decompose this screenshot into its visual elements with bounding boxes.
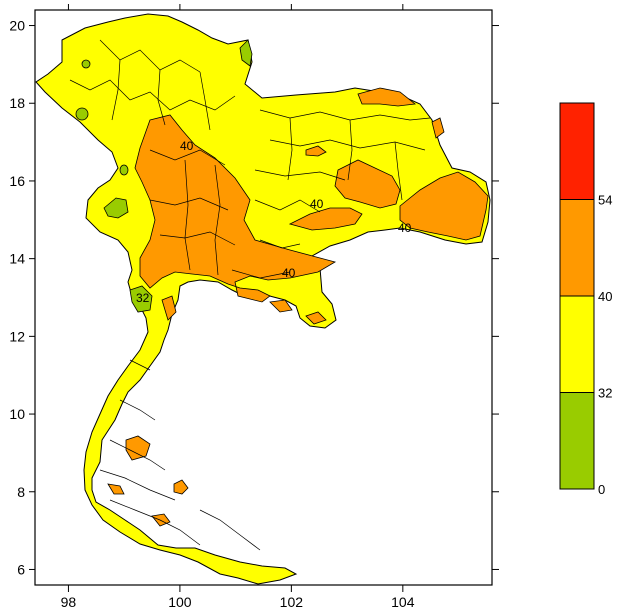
contour-label-3: 40	[398, 221, 412, 235]
cool-zone-southwest	[129, 285, 153, 313]
contour-label-1: 40	[180, 139, 194, 153]
hot-zone-south-2	[173, 479, 189, 495]
colorbar-label: 40	[598, 289, 612, 304]
hot-zone-north-east-top	[357, 87, 416, 107]
cool-zone-north-1	[81, 59, 91, 69]
cool-zone-north-tip	[239, 39, 253, 67]
cool-zone-west-2	[103, 197, 129, 219]
contour-label-5: 32	[136, 291, 150, 305]
x-tick-label: 100	[168, 594, 192, 610]
y-tick-label: 20	[9, 18, 25, 34]
cool-zone-northwest	[75, 107, 89, 121]
hot-zone-south-3	[107, 483, 125, 495]
colorbar-label: 32	[598, 386, 612, 401]
y-tick-label: 18	[9, 95, 25, 111]
colorbar-segment	[559, 102, 595, 200]
y-tick-label: 6	[17, 561, 25, 577]
x-tick-label: 102	[280, 594, 304, 610]
cool-zone-west-1	[119, 164, 129, 176]
x-tick-label: 104	[391, 594, 415, 610]
hot-zone-east	[399, 171, 489, 241]
colorbar-segment	[559, 392, 595, 490]
hot-zone-east-small	[431, 117, 445, 139]
y-tick-label: 16	[9, 173, 25, 189]
hot-zone-south-1	[125, 435, 151, 461]
province-boundaries	[69, 39, 431, 551]
cool-zones	[75, 39, 253, 313]
x-axis: 98 100 102 104	[61, 4, 415, 610]
contour-label-2: 40	[310, 197, 324, 211]
x-tick-label: 98	[61, 594, 77, 610]
y-tick-label: 10	[9, 406, 25, 422]
hot-zone-northeast-2	[288, 207, 363, 231]
hot-zone-west-small	[161, 295, 177, 321]
colorbar-segment	[559, 295, 595, 393]
hot-zone-coast-2	[305, 311, 327, 325]
colorbar-label: 0	[598, 482, 605, 497]
y-tick-label: 8	[17, 484, 25, 500]
hot-zone-small-1	[305, 145, 327, 157]
colorbar-segment	[559, 199, 595, 297]
colorbar: 0 32 40 54	[559, 102, 612, 497]
y-axis: 6 8 10 12 14 16 18 20	[9, 18, 499, 577]
contour-label-4: 40	[282, 266, 296, 280]
hot-zone-northeast-1	[334, 159, 401, 209]
y-tick-label: 14	[9, 251, 25, 267]
y-tick-label: 12	[9, 328, 25, 344]
contour-labels: 40 40 40 40 32	[136, 139, 412, 305]
colorbar-label: 54	[598, 193, 612, 208]
hot-zone-coast-1	[269, 299, 293, 313]
